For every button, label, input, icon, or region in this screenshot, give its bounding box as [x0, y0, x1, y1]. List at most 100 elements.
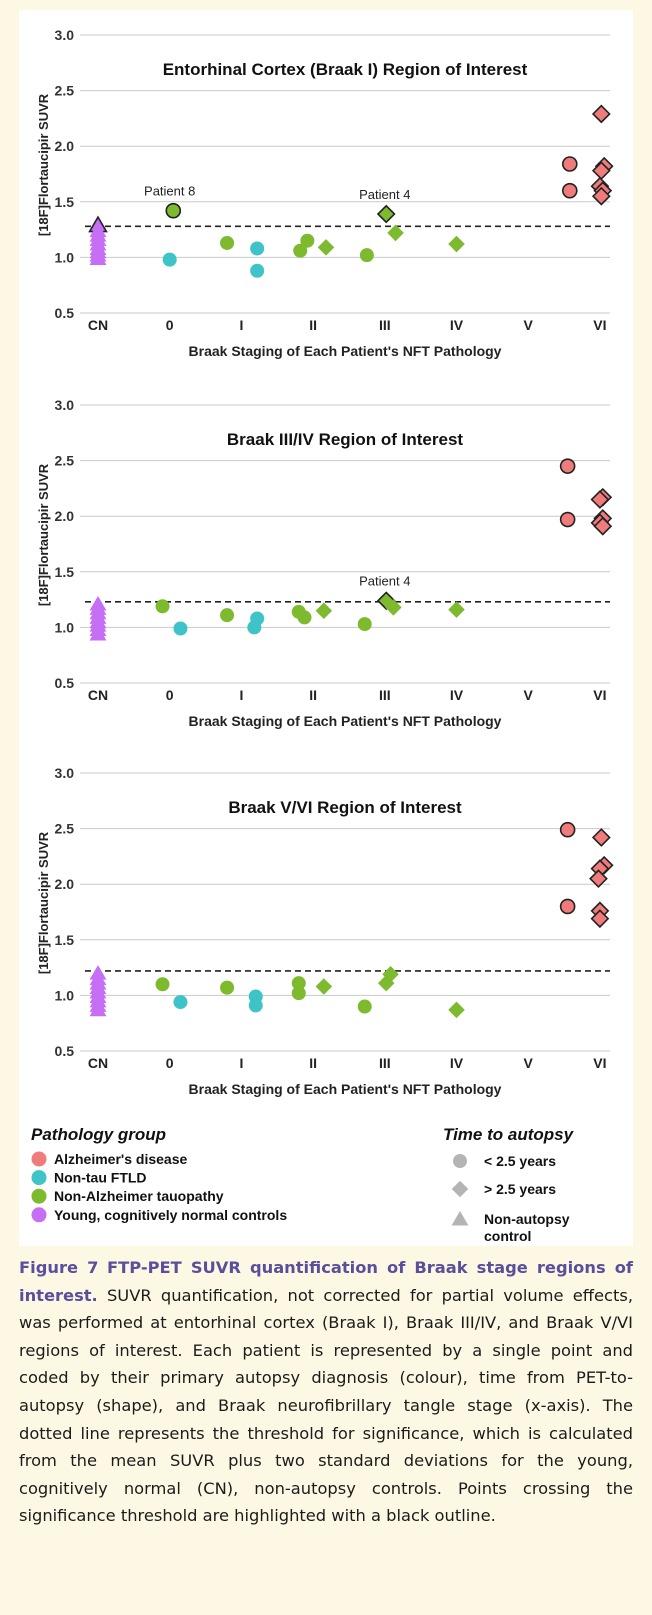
y-tick-label: 2.0: [55, 876, 75, 892]
x-tick-label: III: [379, 687, 391, 703]
data-point-tauopathy: [448, 235, 465, 253]
figure-title: FTP-PET SUVR quantification of Braak sta…: [19, 1258, 633, 1305]
chart-title: Braak V/VI Region of Interest: [228, 798, 462, 817]
point-annotation: Patient 8: [144, 184, 195, 199]
data-point-tauopathy: [165, 202, 182, 219]
data-point-tauopathy: [220, 608, 235, 623]
data-point-tauopathy: [315, 602, 333, 619]
data-point-tauopathy: [297, 610, 312, 625]
x-tick-label: IV: [450, 317, 464, 333]
legend-shape-triangle: [451, 1210, 469, 1226]
data-point-tauopathy: [155, 977, 170, 992]
y-tick-label: 0.5: [55, 1043, 75, 1059]
y-axis-label: [18F]Flortaucipir SUVR: [36, 463, 51, 606]
data-point-ftld: [162, 252, 177, 267]
x-tick-label: III: [379, 1055, 391, 1071]
y-axis-label: [18F]Flortaucipir SUVR: [36, 93, 51, 236]
data-point-tauopathy: [448, 601, 465, 618]
data-point-ftld: [247, 620, 262, 635]
legend-shape-diamond: [451, 1180, 469, 1198]
chart-panel-3: 0.5 1.0 1.5 2.0 2.5 3.0 Braak V/VI Region of I…: [36, 765, 614, 1097]
x-tick-label: V: [524, 1055, 534, 1071]
data-point-control: [89, 250, 107, 265]
x-tick-label: I: [239, 317, 243, 333]
x-tick-label: I: [239, 1055, 243, 1071]
x-axis-label: Braak Staging of Each Patient's NFT Path…: [189, 1081, 502, 1097]
chart-title: Entorhinal Cortex (Braak I) Region of In…: [163, 60, 528, 79]
legend-shape-circle: [453, 1154, 467, 1168]
legend-label: control: [484, 1228, 531, 1244]
legend-swatch-ad: [31, 1151, 47, 1167]
legend-label: < 2.5 years: [484, 1153, 556, 1169]
data-point-tauopathy: [387, 224, 404, 242]
data-point-ad: [561, 156, 578, 172]
y-tick-label: 0.5: [55, 675, 75, 691]
legend: Pathology group Alzheimer's disease Non-ta…: [31, 1125, 575, 1244]
x-tick-label: 0: [166, 317, 174, 333]
data-point-tauopathy: [315, 978, 333, 995]
data-point-tauopathy: [317, 239, 335, 256]
legend-label: Alzheimer's disease: [54, 1151, 188, 1167]
y-tick-label: 2.5: [55, 453, 75, 469]
y-tick-label: 2.0: [55, 508, 75, 524]
data-point-tauopathy: [220, 980, 235, 995]
legend-label: Non-Alzheimer tauopathy: [54, 1188, 224, 1204]
data-point-tauopathy: [155, 599, 170, 614]
data-point-tauopathy: [376, 204, 396, 224]
data-point-ftld: [250, 263, 265, 278]
data-point-ad: [559, 898, 576, 915]
figure-label: Figure 7: [19, 1258, 99, 1277]
x-tick-label: CN: [88, 687, 108, 703]
point-annotation: Patient 4: [359, 187, 410, 202]
y-tick-label: 1.5: [55, 194, 75, 210]
data-point-tauopathy: [385, 599, 402, 616]
data-point-control: [89, 1001, 107, 1017]
figure-caption: Figure 7 FTP-PET SUVR quantification of …: [19, 1254, 633, 1530]
x-tick-label: 0: [166, 1055, 174, 1071]
chart-panel-1: 0.5 1.0 1.5 2.0 2.5 3.0 Entorhinal Cortex (Bra…: [36, 27, 614, 359]
x-tick-label: VI: [593, 1055, 606, 1071]
x-tick-label: VI: [593, 317, 606, 333]
x-tick-label: CN: [88, 1055, 108, 1071]
data-point-tauopathy: [377, 974, 395, 992]
x-tick-label: I: [239, 687, 243, 703]
x-tick-label: IV: [450, 1055, 464, 1071]
chart-panel-2: 0.5 1.0 1.5 2.0 2.5 3.0 Braak III/IV Region of…: [36, 397, 613, 729]
figure-background: [19, 10, 633, 1246]
x-tick-label: V: [524, 317, 534, 333]
legend-label: Non-autopsy: [484, 1211, 570, 1227]
data-point-tauopathy: [220, 235, 235, 250]
x-tick-label: CN: [88, 317, 108, 333]
legend-swatch-ftld: [31, 1170, 47, 1186]
data-point-ad: [591, 104, 611, 124]
data-point-ftld: [173, 621, 188, 636]
y-tick-label: 1.0: [55, 987, 75, 1003]
y-tick-label: 1.5: [55, 932, 75, 948]
x-tick-label: II: [309, 1055, 317, 1071]
x-tick-label: II: [309, 317, 317, 333]
data-point-tauopathy: [448, 1001, 465, 1019]
data-point-tauopathy: [291, 986, 306, 1001]
data-point-tauopathy: [291, 976, 306, 991]
y-tick-label: 3.0: [55, 397, 75, 413]
data-point-ftld: [173, 995, 188, 1010]
figure-7-panels: 0.5 1.0 1.5 2.0 2.5 3.0 Entorhinal Cortex (Bra…: [19, 10, 633, 1246]
x-axis-label: Braak Staging of Each Patient's NFT Path…: [189, 343, 502, 359]
data-point-ftld: [248, 998, 263, 1013]
point-annotation: Patient 4: [359, 574, 410, 589]
data-point-tauopathy: [359, 248, 374, 263]
data-point-ad: [561, 182, 578, 199]
data-point-ad: [559, 458, 576, 474]
x-tick-label: IV: [450, 687, 464, 703]
data-point-control: [89, 626, 107, 641]
y-tick-label: 3.0: [55, 765, 75, 781]
y-axis-label: [18F]Flortaucipir SUVR: [36, 831, 51, 974]
y-tick-label: 2.5: [55, 83, 75, 99]
data-point-tauopathy: [357, 999, 372, 1014]
y-tick-label: 2.0: [55, 138, 75, 154]
x-tick-label: III: [379, 317, 391, 333]
data-point-ad: [591, 828, 611, 847]
legend-label: > 2.5 years: [484, 1181, 556, 1197]
data-point-tauopathy: [293, 243, 308, 258]
data-point-ad: [589, 869, 608, 889]
